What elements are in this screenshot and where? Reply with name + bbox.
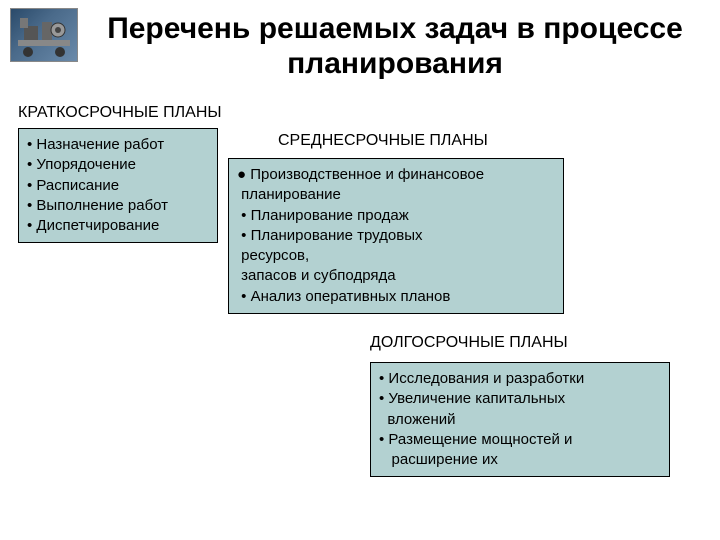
list-item: • Увеличение капитальных bbox=[379, 389, 661, 409]
slide-title: Перечень решаемых задач в процессе плани… bbox=[90, 12, 700, 81]
list-item: запасов и субподряда bbox=[237, 266, 555, 286]
mid-term-label: СРЕДНЕСРОЧНЫЕ ПЛАНЫ bbox=[278, 132, 488, 150]
mid-term-box: ● Производственное и финансовое планиров… bbox=[228, 158, 564, 314]
short-term-label: КРАТКОСРОЧНЫЕ ПЛАНЫ bbox=[18, 104, 222, 122]
machine-icon bbox=[10, 8, 78, 62]
list-item: расширение их bbox=[379, 450, 661, 470]
list-item: • Анализ оперативных планов bbox=[237, 287, 555, 307]
list-item: • Расписание bbox=[27, 176, 209, 196]
list-item: ресурсов, bbox=[237, 246, 555, 266]
list-item: • Назначение работ bbox=[27, 135, 209, 155]
list-item: • Планирование трудовых bbox=[237, 226, 555, 246]
long-term-label: ДОЛГОСРОЧНЫЕ ПЛАНЫ bbox=[370, 334, 568, 352]
list-item: вложений bbox=[379, 410, 661, 430]
short-term-box: • Назначение работ• Упорядочение• Распис… bbox=[18, 128, 218, 243]
long-term-box: • Исследования и разработки• Увеличение … bbox=[370, 362, 670, 477]
list-item: • Выполнение работ bbox=[27, 196, 209, 216]
list-item: • Исследования и разработки bbox=[379, 369, 661, 389]
list-item: • Диспетчирование bbox=[27, 216, 209, 236]
list-item: • Размещение мощностей и bbox=[379, 430, 661, 450]
list-item: • Упорядочение bbox=[27, 155, 209, 175]
list-item: планирование bbox=[237, 185, 555, 205]
list-item: • Планирование продаж bbox=[237, 206, 555, 226]
list-item: ● Производственное и финансовое bbox=[237, 165, 555, 185]
